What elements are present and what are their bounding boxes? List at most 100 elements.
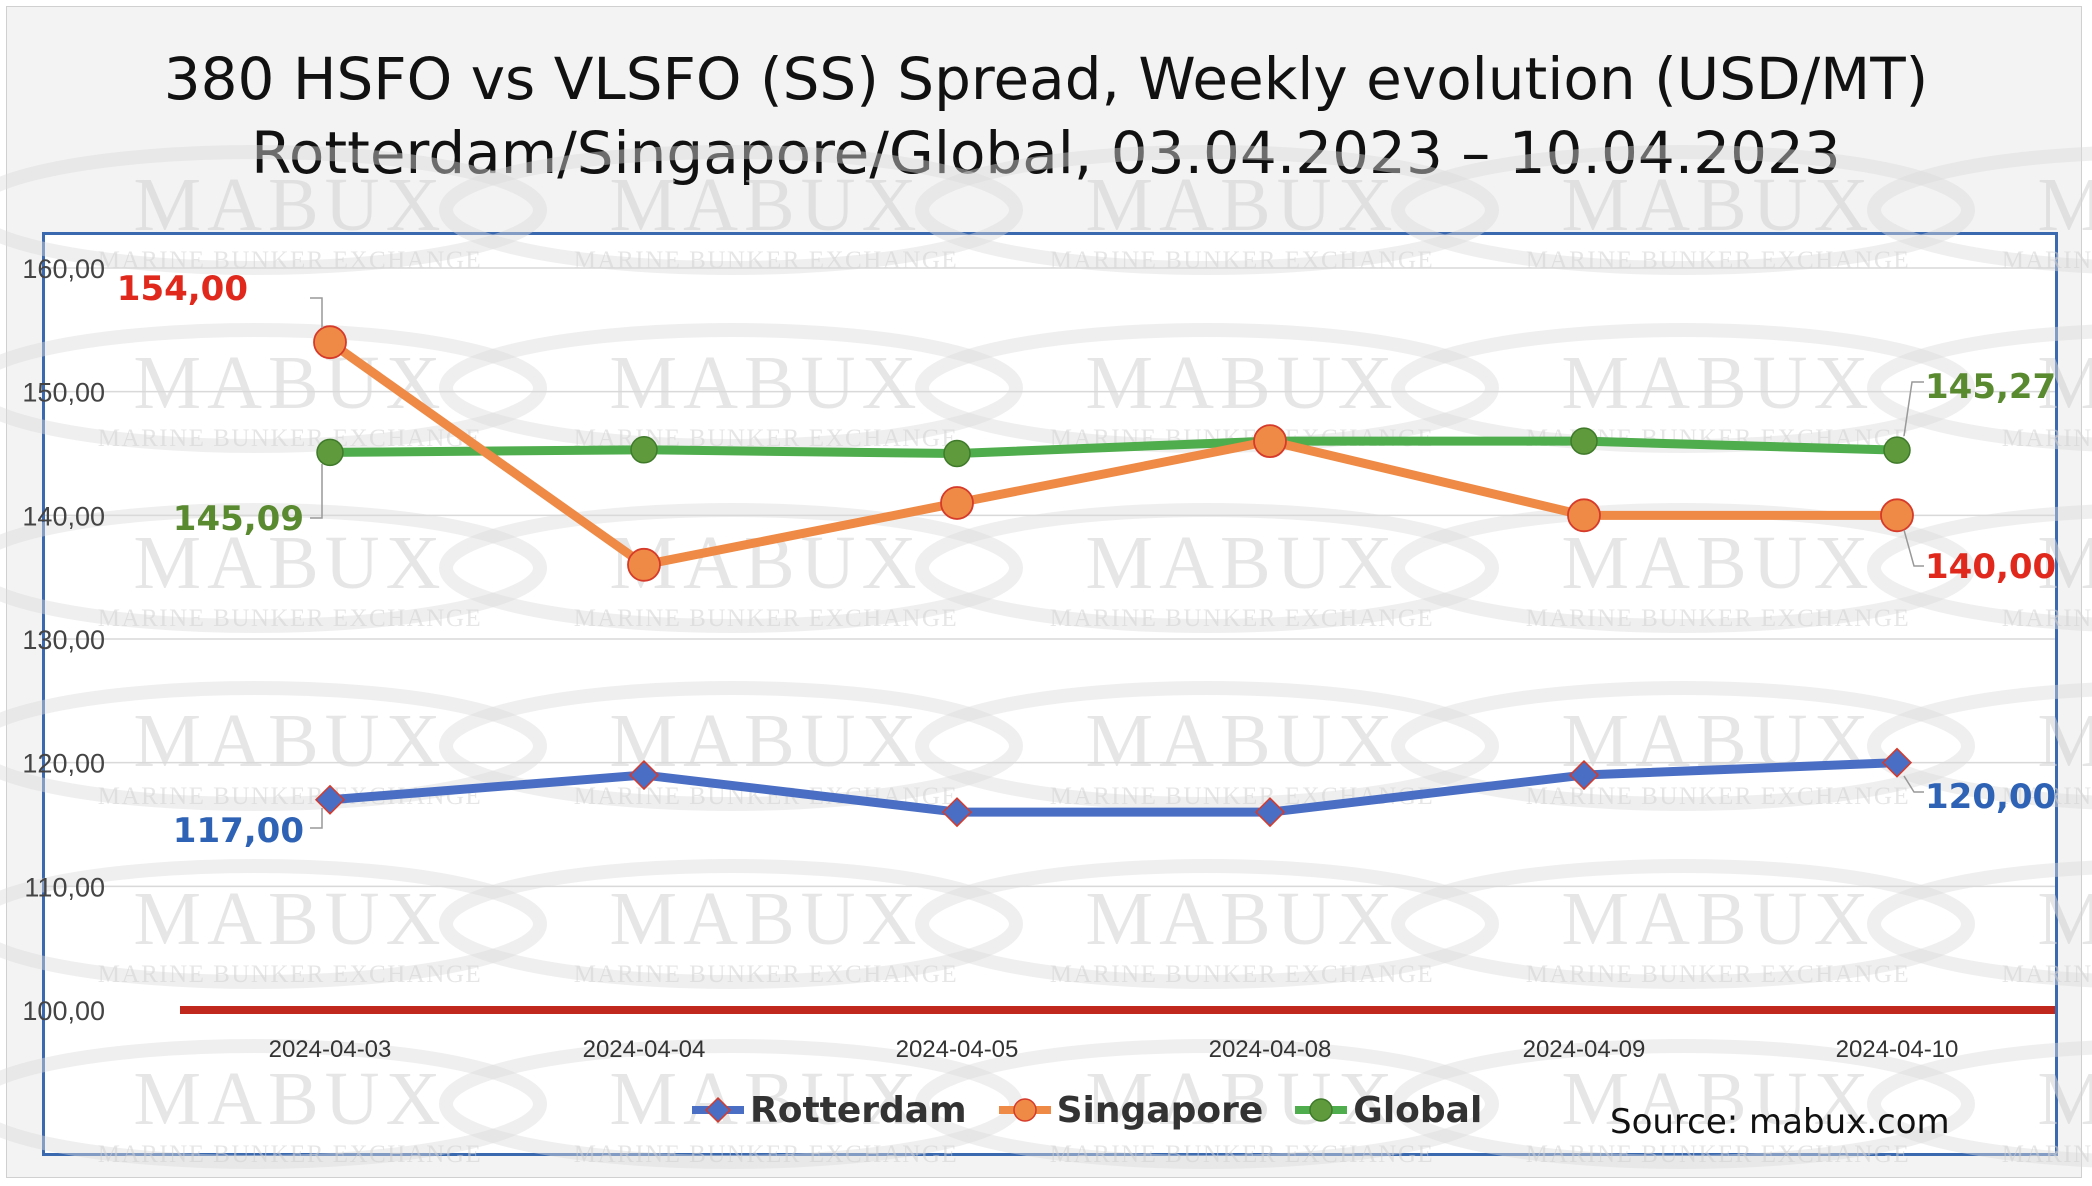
watermark-swoosh — [0, 323, 547, 453]
watermark-sub: MARINE BUNKER EXCHANGE — [98, 1141, 482, 1168]
data-point-global — [316, 438, 344, 467]
source-note: Source: mabux.com — [1610, 1102, 1950, 1142]
watermark-swoosh — [915, 1039, 1499, 1169]
watermark-swoosh — [0, 859, 547, 989]
watermark-brand: MABUX — [134, 163, 447, 247]
watermark-brand: MABUX — [1562, 877, 1875, 961]
watermark-brand: MABUX — [2038, 341, 2092, 425]
data-point-global — [943, 439, 971, 468]
x-tick-label: 2024-04-03 — [269, 1036, 392, 1063]
legend: Rotterdam Singapore Global — [690, 1085, 1482, 1135]
watermark-brand: MABUX — [1562, 163, 1875, 247]
watermark-sub: MARINE BUNKER EXCHANGE — [574, 605, 958, 632]
data-label-leader — [310, 297, 323, 328]
data-point-rotterdam — [1254, 797, 1286, 828]
data-point-rotterdam — [628, 759, 660, 791]
watermark-swoosh — [915, 503, 1499, 633]
watermark-brand: MABUX — [610, 341, 923, 425]
series-line-rotterdam — [329, 758, 1898, 817]
watermark-brand: MABUX — [1086, 1057, 1399, 1141]
watermark-brand: MABUX — [134, 341, 447, 425]
watermark-swoosh — [1867, 324, 2092, 452]
watermark-brand: MABUX — [1562, 341, 1875, 425]
watermark-brand: MABUX — [134, 521, 447, 605]
watermark-sub: MARINE BUNKER EXCHANGE — [1526, 1141, 1910, 1168]
data-label-global-end: 145,27 — [1925, 367, 2056, 407]
watermark-swoosh — [1391, 859, 1975, 989]
watermark-brand: MABUX — [610, 1057, 923, 1141]
watermark-swoosh — [1867, 504, 2092, 632]
watermark-sub: MARINE BUNKER EXCHANGE — [1526, 247, 1910, 274]
y-tick-label: 150,00 — [22, 378, 105, 408]
watermark-sub: MARINE BUNKER EXCHANGE — [574, 247, 958, 274]
watermark-swoosh — [439, 859, 1023, 989]
watermark-sub: MARINE BUNKER EXCHANGE — [574, 1141, 958, 1168]
series-line-global — [329, 436, 1898, 458]
watermark-swoosh — [1391, 503, 1975, 633]
chart-title: 380 HSFO vs VLSFO (SS) Spread, Weekly ev… — [163, 45, 1929, 113]
watermark-brand: MABUX — [610, 163, 923, 247]
watermark-brand: MABUX — [134, 877, 447, 961]
data-point-rotterdam — [1881, 747, 1913, 778]
x-tick-label: 2024-04-09 — [1523, 1036, 1646, 1063]
watermark-brand: MABUX — [2038, 163, 2092, 247]
x-tick-label: 2024-04-10 — [1836, 1036, 1959, 1063]
watermark-swoosh — [915, 681, 1499, 811]
legend-marker-global — [1295, 1098, 1348, 1122]
watermark-sub: MARINE BUNKER EXCHANGE — [1050, 605, 1434, 632]
watermark-brand: MABUX — [610, 877, 923, 961]
watermark-sub: MARINE BUNKER EXCHANGE — [1050, 247, 1434, 274]
watermark-sub: MARINE BUNKER EXCHANGE — [2002, 247, 2092, 274]
watermark-brand: MABUX — [2038, 1057, 2092, 1141]
watermark-swoosh — [1867, 1040, 2092, 1168]
data-point-singapore — [313, 325, 347, 360]
watermark-swoosh — [0, 681, 547, 811]
watermark-sub: MARINE BUNKER EXCHANGE — [1526, 783, 1910, 810]
watermark-brand: MABUX — [2038, 521, 2092, 605]
watermark-sub: MARINE BUNKER EXCHANGE — [2002, 1141, 2092, 1168]
watermark-sub: MARINE BUNKER EXCHANGE — [2002, 783, 2092, 810]
watermark-swoosh — [439, 323, 1023, 453]
data-point-singapore — [627, 547, 661, 582]
data-label-global-start: 145,09 — [173, 499, 304, 539]
legend-item-singapore: Singapore — [997, 1089, 1264, 1131]
watermark-brand: MABUX — [1086, 521, 1399, 605]
legend-label-singapore: Singapore — [1056, 1089, 1264, 1131]
data-label-leader — [310, 464, 323, 519]
watermark-sub: MARINE BUNKER EXCHANGE — [1050, 961, 1434, 988]
x-tick-label: 2024-04-05 — [896, 1036, 1019, 1063]
data-label-leader — [1903, 775, 1924, 793]
data-label-leader — [1903, 381, 1924, 437]
watermark-sub: MARINE BUNKER EXCHANGE — [98, 247, 482, 274]
watermark-swoosh — [439, 503, 1023, 633]
watermark-brand: MABUX — [1562, 1057, 1875, 1141]
watermark-swoosh — [915, 859, 1499, 989]
watermark-swoosh — [1391, 1039, 1975, 1169]
watermark-brand: MABUX — [1086, 341, 1399, 425]
watermark-brand: MABUX — [1562, 521, 1875, 605]
watermark-swoosh — [0, 1039, 547, 1169]
watermark-sub: MARINE BUNKER EXCHANGE — [1526, 961, 1910, 988]
data-point-global — [630, 436, 658, 464]
legend-item-rotterdam: Rotterdam — [690, 1090, 967, 1131]
series-line-singapore — [327, 338, 1897, 570]
watermark-sub: MARINE BUNKER EXCHANGE — [2002, 425, 2092, 452]
watermark-brand: MABUX — [134, 1057, 447, 1141]
y-tick-label: 140,00 — [22, 501, 105, 531]
x-tick-label: 2024-04-08 — [1209, 1036, 1332, 1063]
data-label-rotterdam-end: 120,00 — [1925, 777, 2056, 817]
y-tick-label: 120,00 — [22, 749, 105, 779]
plot-area — [42, 232, 2058, 1156]
data-label-rotterdam-start: 117,00 — [173, 811, 304, 851]
data-label-singapore-start: 154,00 — [117, 269, 248, 309]
data-point-global — [1570, 427, 1598, 455]
data-point-rotterdam — [1568, 759, 1600, 791]
y-tick-label: 100,00 — [22, 996, 105, 1026]
chart-subtitle: Rotterdam/Singapore/Global, 03.04.2023 –… — [251, 119, 1841, 187]
watermark-swoosh — [1391, 681, 1975, 811]
data-point-singapore — [940, 486, 974, 520]
data-point-global — [1883, 436, 1911, 464]
data-point-singapore — [1567, 498, 1601, 533]
legend-label-global: Global — [1353, 1089, 1483, 1131]
